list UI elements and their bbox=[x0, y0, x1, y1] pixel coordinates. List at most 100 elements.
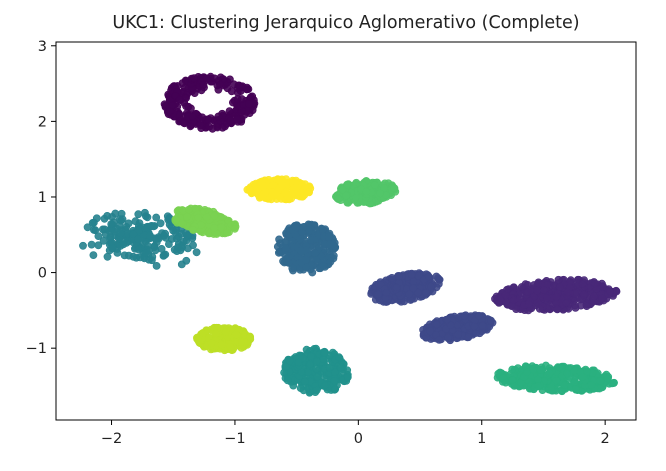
data-point bbox=[172, 215, 181, 224]
data-point bbox=[244, 100, 253, 108]
data-point bbox=[435, 335, 444, 344]
data-point bbox=[232, 330, 241, 339]
data-point bbox=[246, 333, 255, 341]
data-point bbox=[145, 231, 154, 240]
data-point bbox=[310, 249, 319, 257]
data-point bbox=[288, 264, 297, 273]
data-point bbox=[94, 232, 103, 240]
x-axis: −2 −1 0 1 2 bbox=[101, 420, 610, 447]
data-point bbox=[124, 219, 133, 228]
data-point bbox=[554, 275, 563, 284]
data-point bbox=[343, 373, 352, 382]
cluster-11 bbox=[243, 175, 315, 204]
data-point bbox=[508, 376, 517, 384]
data-point bbox=[306, 236, 315, 244]
data-point bbox=[454, 330, 463, 339]
data-point bbox=[464, 333, 473, 342]
data-point bbox=[460, 311, 469, 320]
data-point bbox=[587, 381, 596, 389]
data-point bbox=[609, 379, 618, 387]
data-point bbox=[223, 228, 231, 237]
data-point bbox=[197, 221, 206, 229]
data-point bbox=[129, 252, 138, 261]
data-point bbox=[134, 245, 143, 254]
data-point bbox=[215, 80, 224, 89]
data-point bbox=[370, 181, 379, 189]
data-point bbox=[129, 230, 138, 238]
data-point bbox=[596, 376, 605, 385]
data-point bbox=[525, 299, 533, 308]
data-point bbox=[552, 376, 561, 385]
data-point bbox=[170, 245, 179, 254]
data-point bbox=[555, 363, 564, 372]
data-point bbox=[182, 256, 191, 265]
data-point bbox=[230, 224, 239, 233]
data-point bbox=[509, 296, 518, 305]
data-point bbox=[342, 191, 351, 200]
data-point bbox=[508, 365, 517, 374]
data-point bbox=[115, 215, 124, 223]
data-point bbox=[487, 316, 495, 325]
data-point bbox=[563, 288, 572, 297]
data-point bbox=[179, 118, 188, 127]
data-point bbox=[302, 255, 310, 264]
data-point bbox=[330, 376, 339, 385]
data-point bbox=[157, 244, 166, 253]
data-point bbox=[99, 236, 108, 245]
data-point bbox=[547, 383, 556, 392]
data-point bbox=[314, 243, 323, 252]
data-point bbox=[190, 74, 198, 83]
data-point bbox=[579, 290, 588, 299]
data-point bbox=[571, 385, 580, 393]
data-point bbox=[225, 107, 234, 115]
data-point bbox=[252, 188, 261, 197]
data-point bbox=[598, 294, 607, 303]
data-point bbox=[88, 218, 97, 227]
x-tick-label: −1 bbox=[224, 431, 245, 447]
data-point bbox=[103, 211, 112, 220]
data-point bbox=[529, 365, 538, 374]
data-point bbox=[274, 248, 283, 257]
data-point bbox=[302, 345, 311, 354]
data-point bbox=[312, 386, 321, 395]
x-tick-label: 2 bbox=[601, 431, 610, 447]
cluster-1 bbox=[491, 275, 621, 315]
data-point bbox=[318, 225, 327, 234]
data-point bbox=[175, 95, 184, 104]
data-point bbox=[414, 288, 422, 297]
data-point bbox=[169, 226, 178, 235]
data-point bbox=[198, 113, 207, 122]
data-point bbox=[390, 184, 398, 193]
data-point bbox=[283, 376, 292, 385]
data-point bbox=[152, 261, 161, 270]
data-point bbox=[578, 280, 587, 288]
data-point bbox=[221, 328, 230, 336]
data-point bbox=[140, 223, 149, 232]
data-point bbox=[534, 279, 542, 288]
data-point bbox=[184, 205, 193, 214]
data-point bbox=[387, 273, 396, 282]
data-point bbox=[107, 220, 116, 228]
data-point bbox=[281, 188, 290, 197]
data-point bbox=[212, 329, 220, 338]
data-point bbox=[552, 292, 561, 301]
data-point bbox=[606, 287, 614, 296]
data-point bbox=[178, 243, 186, 252]
data-point bbox=[434, 274, 442, 282]
data-point bbox=[116, 229, 125, 238]
data-point bbox=[578, 372, 587, 381]
data-point bbox=[325, 363, 334, 372]
data-point bbox=[334, 353, 343, 361]
data-point bbox=[218, 123, 227, 132]
data-point bbox=[210, 223, 219, 232]
data-point bbox=[329, 251, 338, 260]
data-point bbox=[202, 213, 211, 222]
data-point bbox=[233, 115, 241, 124]
cluster-10 bbox=[193, 323, 255, 355]
data-point bbox=[444, 333, 452, 342]
data-point bbox=[409, 284, 418, 293]
data-point bbox=[426, 282, 435, 291]
data-point bbox=[261, 188, 270, 196]
data-point bbox=[305, 188, 313, 197]
